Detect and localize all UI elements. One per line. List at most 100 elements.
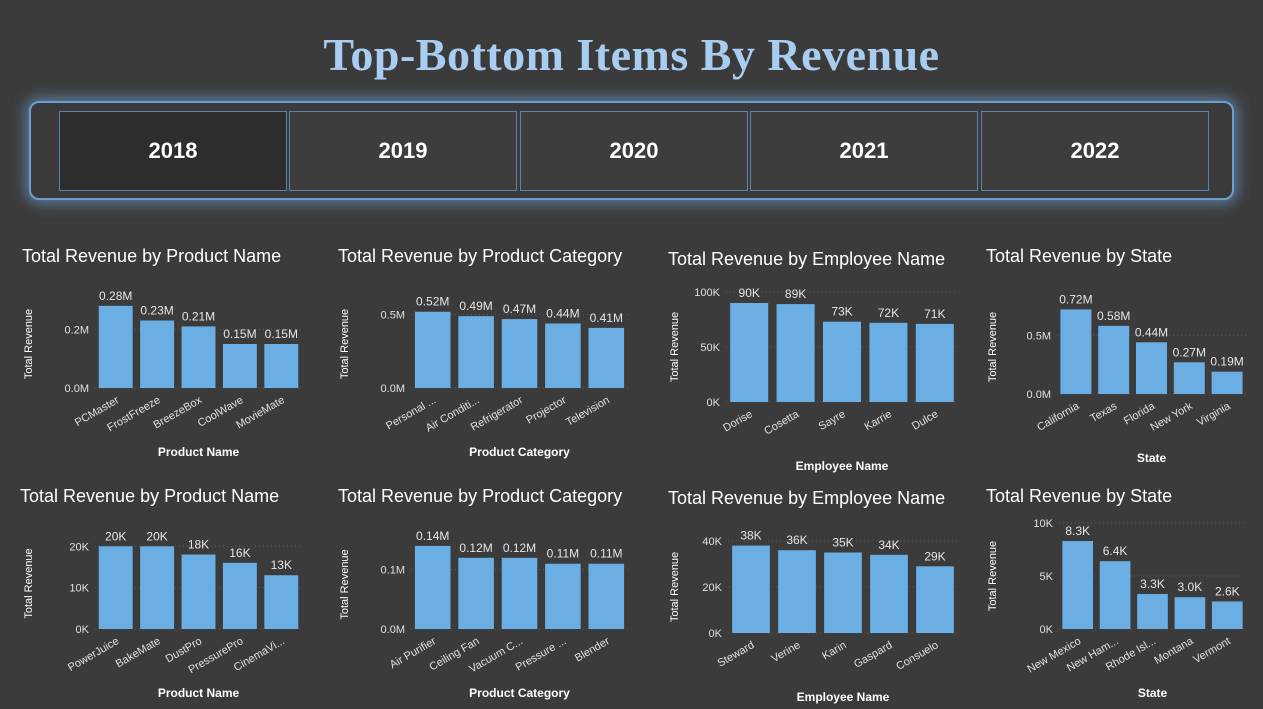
bar: [915, 323, 954, 402]
x-axis-label: Product Name: [158, 686, 240, 700]
data-label: 35K: [832, 536, 853, 550]
chart-title-top-category: Total Revenue by Product Category: [338, 246, 623, 266]
data-label: 34K: [878, 538, 899, 552]
bar: [545, 323, 581, 388]
data-label: 0.28M: [99, 289, 132, 303]
bar: [545, 563, 581, 629]
bar: [916, 566, 954, 633]
y-tick-label: 0.0M: [65, 383, 89, 395]
x-tick-label: Dulce: [910, 408, 940, 432]
year-button-2019[interactable]: 2019: [289, 111, 517, 191]
x-axis-label: Employee Name: [797, 690, 890, 704]
y-tick-label: 10K: [1033, 518, 1053, 530]
data-label: 0.44M: [546, 306, 579, 320]
x-tick-label: Projector: [524, 394, 568, 427]
data-label: 0.58M: [1097, 309, 1130, 323]
bar: [730, 303, 769, 402]
bar: [222, 562, 257, 629]
y-tick-label: 0.5M: [1027, 330, 1051, 342]
data-label: 8.3K: [1065, 524, 1090, 538]
x-tick-label: PowerJuice: [66, 635, 121, 674]
x-tick-label: New York: [1149, 400, 1196, 434]
data-label: 90K: [739, 286, 760, 300]
chart-title-top-employee: Total Revenue by Employee Name: [668, 249, 946, 269]
y-axis-label: Total Revenue: [987, 312, 999, 382]
chart-bottom-product: 0K 10K 20K Total Revenue 20K PowerJuice 20K Bak…: [23, 529, 302, 700]
bar: [501, 557, 538, 629]
x-tick-label: Verine: [769, 639, 802, 665]
bar: [1062, 541, 1094, 629]
y-tick-label: 0.0M: [1027, 389, 1051, 401]
page-title: Top-Bottom Items By Revenue: [323, 29, 940, 80]
y-tick-label: 0.2M: [65, 324, 89, 336]
bar: [824, 552, 862, 633]
x-tick-label: Montana: [1152, 635, 1196, 667]
data-label: 0.12M: [459, 541, 492, 555]
data-label: 16K: [229, 546, 250, 560]
data-label: 0.27M: [1173, 345, 1206, 359]
data-label: 0.14M: [416, 529, 449, 543]
data-label: 2.6K: [1215, 584, 1240, 598]
x-tick-label: Steward: [716, 639, 757, 670]
data-label: 0.49M: [459, 299, 492, 313]
data-label: 89K: [785, 287, 806, 301]
x-axis-label: Employee Name: [796, 459, 889, 473]
bar: [1137, 594, 1168, 629]
data-label: 0.15M: [223, 327, 256, 341]
y-tick-label: 0K: [709, 628, 723, 640]
data-label: 0.11M: [547, 547, 579, 561]
data-label: 0.15M: [265, 327, 298, 341]
x-axis-label: Product Category: [469, 686, 570, 700]
x-axis-label: State: [1137, 451, 1167, 465]
data-label: 38K: [740, 529, 761, 543]
bar: [869, 322, 908, 402]
data-label: 73K: [831, 305, 852, 319]
bar: [1211, 601, 1243, 629]
data-label: 0.11M: [590, 547, 622, 561]
data-label: 20K: [105, 529, 126, 543]
x-axis-label: State: [1138, 686, 1168, 700]
year-button-2022[interactable]: 2022: [981, 111, 1209, 191]
data-label: 13K: [271, 558, 292, 572]
bar: [1173, 362, 1205, 394]
data-label: 0.21M: [182, 309, 215, 323]
chart-title-top-state: Total Revenue by State: [986, 246, 1173, 266]
bar: [1060, 309, 1092, 394]
x-axis-label: Product Category: [469, 445, 570, 459]
y-axis-label: Total Revenue: [339, 549, 351, 619]
y-tick-label: 0K: [76, 624, 90, 636]
bar: [1136, 342, 1167, 394]
bar: [140, 546, 175, 629]
x-tick-label: Sayre: [817, 408, 848, 433]
chart-top-state: 0.0M 0.5M Total Revenue 0.72M California 0.58…: [987, 292, 1246, 465]
bar: [98, 305, 133, 388]
bar: [222, 344, 257, 388]
y-tick-label: 40K: [702, 536, 722, 548]
x-tick-label: BakeMate: [114, 635, 163, 670]
data-label: 0.52M: [416, 295, 449, 309]
bar: [732, 545, 770, 633]
bar: [140, 320, 175, 388]
y-tick-label: 0.0M: [381, 383, 405, 395]
x-tick-label: Virginia: [1195, 400, 1233, 429]
data-label: 0.19M: [1210, 355, 1243, 369]
year-button-2021[interactable]: 2021: [750, 111, 978, 191]
bar: [588, 563, 625, 629]
chart-title-top-product: Total Revenue by Product Name: [22, 246, 282, 266]
bar: [264, 575, 299, 629]
year-button-2020[interactable]: 2020: [520, 111, 748, 191]
y-axis-label: Total Revenue: [987, 541, 999, 611]
x-axis-label: Product Name: [158, 445, 240, 459]
year-button-2018[interactable]: 2018: [59, 111, 287, 191]
chart-title-bottom-employee: Total Revenue by Employee Name: [668, 488, 946, 508]
x-tick-label: California: [1035, 400, 1082, 434]
y-axis-label: Total Revenue: [23, 309, 35, 379]
x-tick-label: Cosetta: [762, 408, 802, 438]
data-label: 18K: [188, 538, 209, 552]
x-tick-label: Texas: [1088, 400, 1119, 425]
data-label: 3.0K: [1178, 580, 1203, 594]
